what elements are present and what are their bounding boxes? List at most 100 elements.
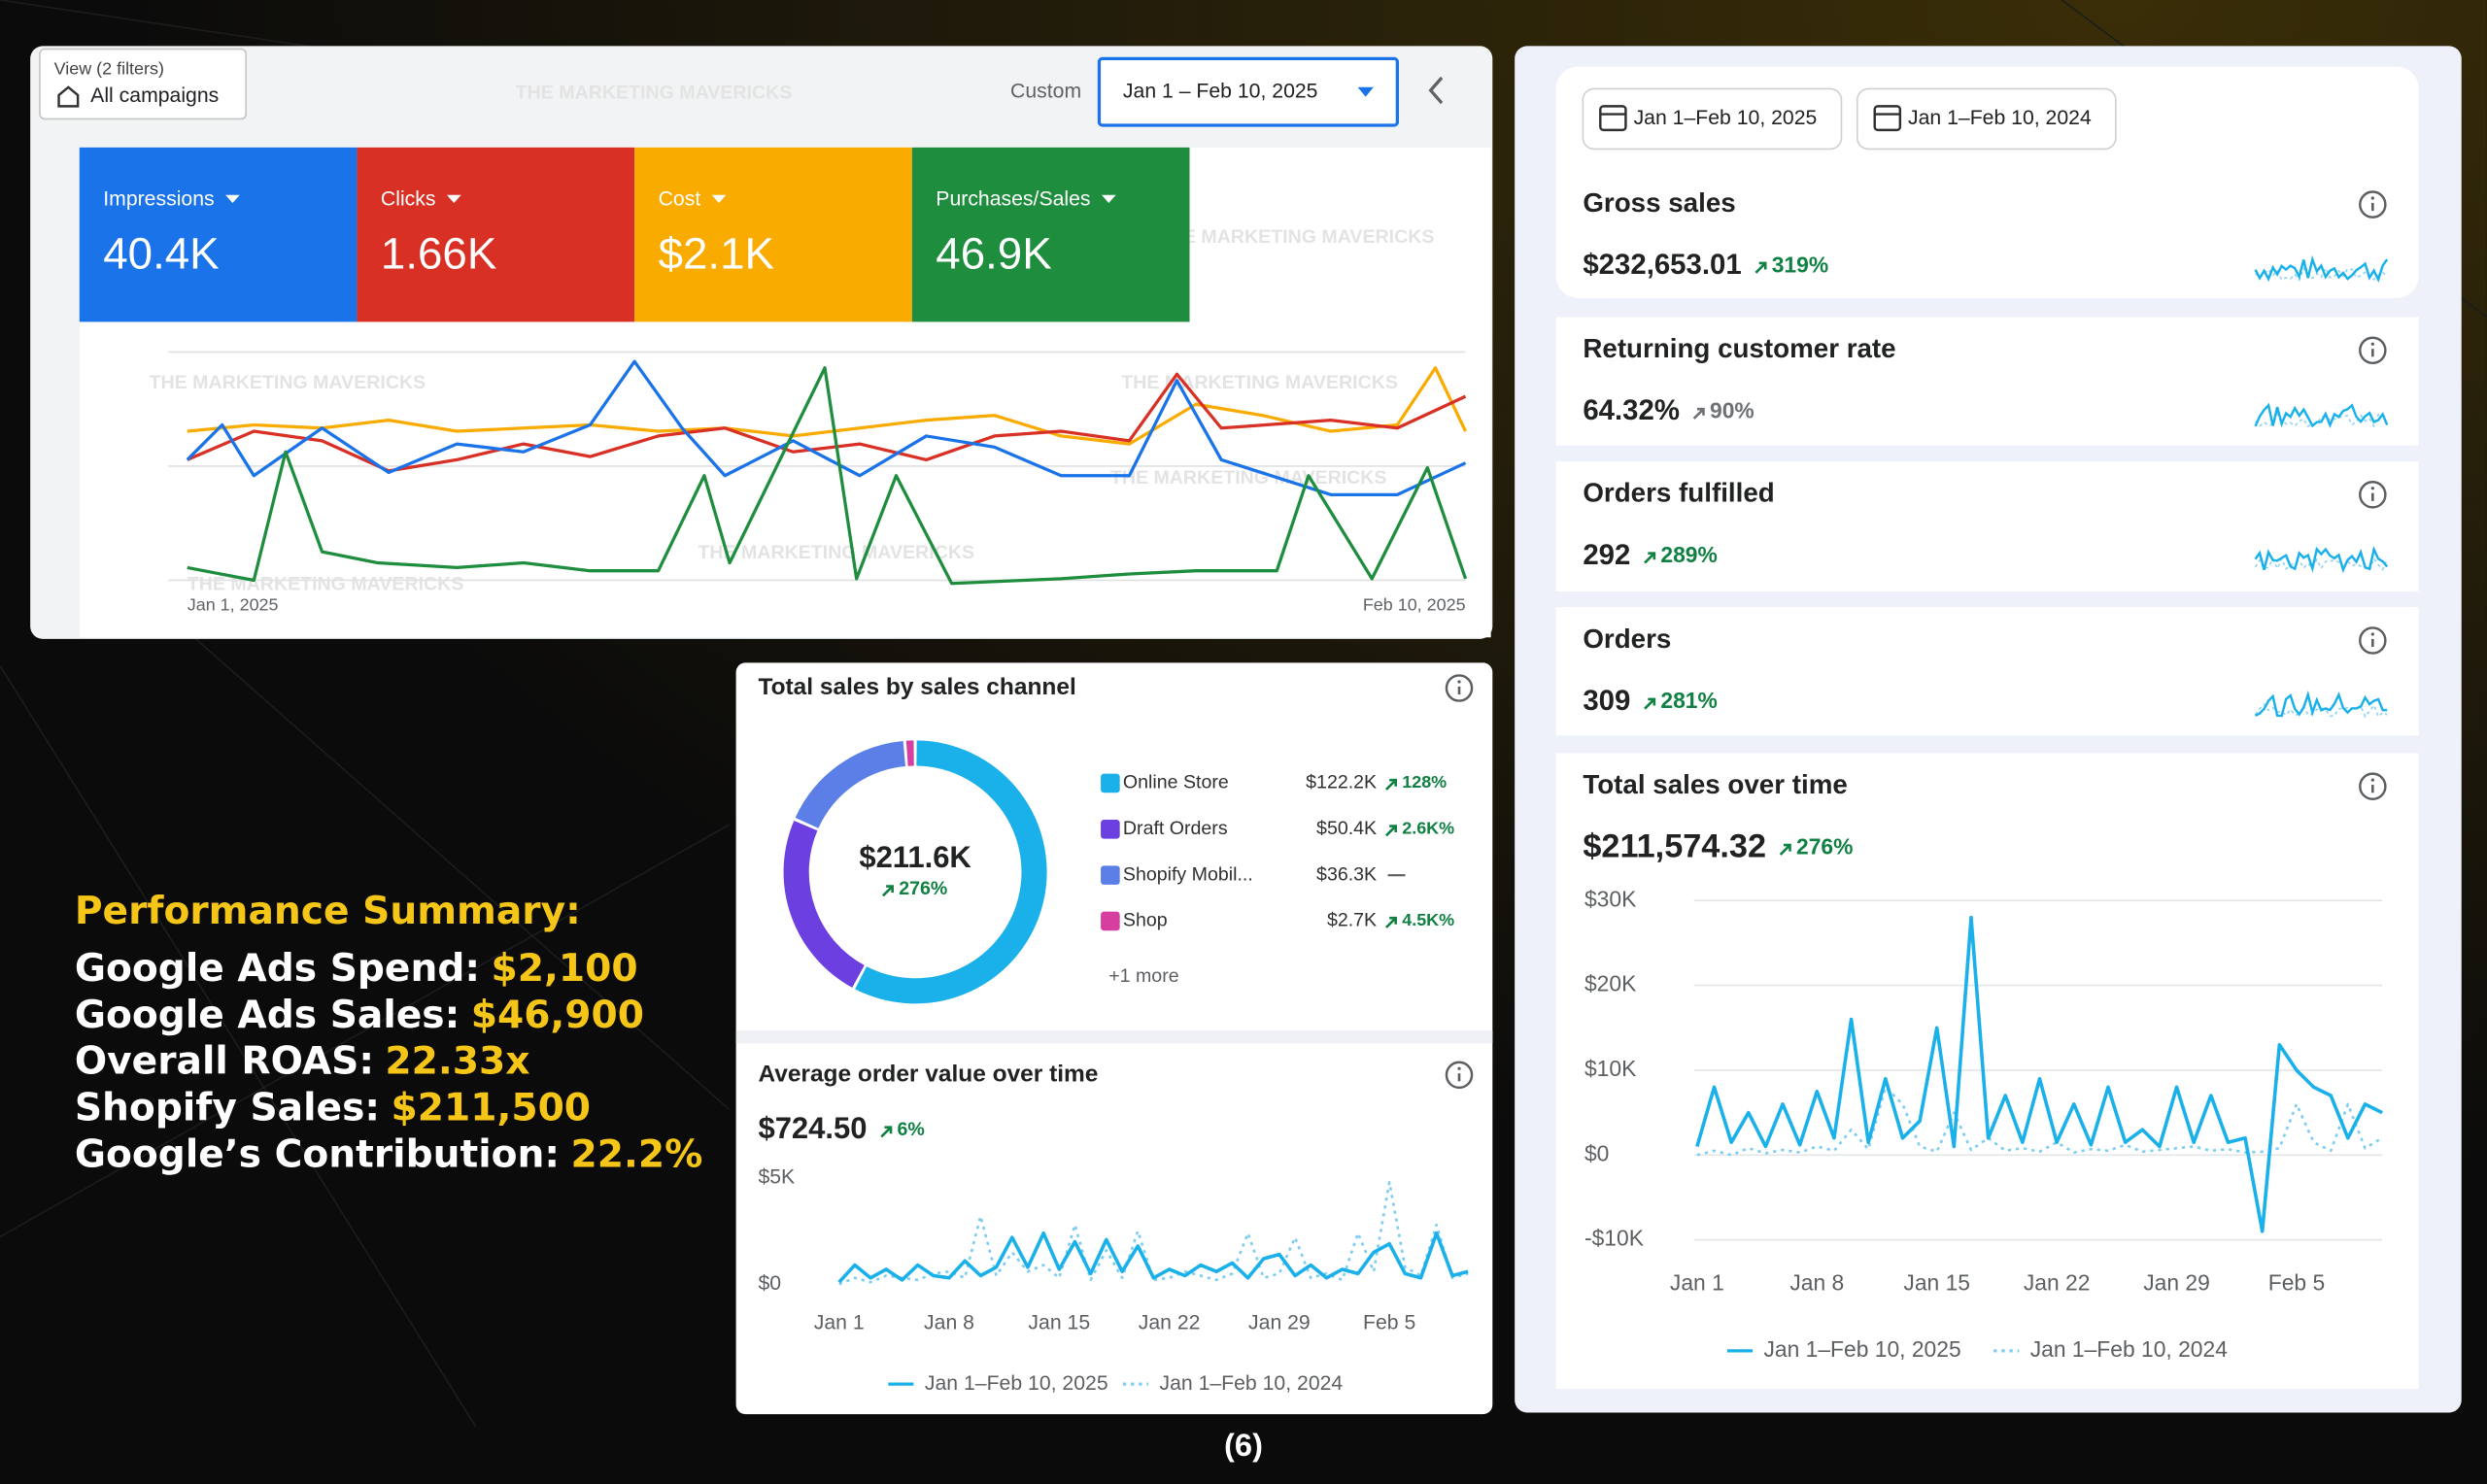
x-tick-label: Jan 29: [1248, 1312, 1311, 1334]
trend-arrow: [881, 885, 894, 897]
more-label: +1 more: [1108, 965, 1178, 987]
x-tick-label: Feb 5: [2268, 1269, 2325, 1295]
x-tick-label: Jan 22: [2024, 1269, 2091, 1295]
total-sales-chart: Total sales over time $211,574.32 276% -$10…: [1583, 769, 2387, 1362]
dropdown-arrow: [1101, 194, 1116, 203]
back-button[interactable]: [1428, 76, 1444, 105]
summary-value: $2,100: [491, 947, 637, 991]
trend-arrow: [1644, 552, 1656, 564]
sparkline: [2254, 690, 2388, 718]
x-start-label: Jan 1, 2025: [187, 594, 279, 614]
info-icon: [2359, 626, 2387, 655]
metric-card: [357, 147, 635, 322]
legend-label: Jan 1–Feb 10, 2025: [925, 1372, 1108, 1395]
background-lines: [0, 0, 2487, 1428]
change: 276%: [1796, 833, 1853, 859]
watermark: THE MARKETING MAVERICKS: [516, 82, 793, 103]
info-icon: [2359, 190, 2387, 219]
watermark: THE MARKETING MAVERICKS: [150, 372, 426, 393]
kpi-title: Gross sales: [1583, 187, 1735, 218]
kpi-value: $232,653.01: [1583, 249, 1741, 281]
custom-label: Custom: [1010, 80, 1081, 102]
trend-arrow: [1692, 407, 1705, 420]
summary-item: Overall ROAS: 22.33x: [75, 1039, 530, 1083]
y-tick-label: -$10K: [1584, 1226, 1644, 1251]
value-label: $36.3K: [1316, 863, 1377, 885]
metric-name: Cost: [659, 187, 701, 210]
legend-swatch: [1101, 865, 1120, 885]
x-tick-label: Jan 15: [1028, 1312, 1090, 1334]
legend-label: Draft Orders: [1123, 818, 1228, 839]
y-tick-label: $0: [758, 1272, 781, 1295]
legend-swatch: [1101, 911, 1120, 931]
change: 281%: [1660, 688, 1717, 713]
ads-grid: [168, 351, 1466, 582]
date-range-picker[interactable]: [1097, 56, 1399, 127]
headline-value: $724.50: [758, 1111, 867, 1145]
change: 90%: [1710, 397, 1755, 422]
dropdown-arrow: [225, 194, 240, 203]
legend-label: Online Store: [1123, 772, 1229, 793]
card: [1555, 461, 2419, 591]
info-icon: [1457, 680, 1461, 684]
y-tick-label: $20K: [1584, 971, 1636, 996]
separator: [735, 1030, 1493, 1044]
date-chip[interactable]: [1582, 87, 1843, 151]
change: 4.5K%: [1402, 910, 1454, 929]
dropdown-arrow: [1357, 86, 1374, 97]
info-icon: [1445, 674, 1474, 702]
date-chip[interactable]: [1856, 87, 2117, 151]
date-chip-label: Jan 1–Feb 10, 2025: [1634, 107, 1818, 129]
donut-chart: Total sales by sales channel Online Store…: [758, 674, 1474, 1004]
x-tick-label: Jan 8: [1789, 1269, 1844, 1295]
chart-title: Total sales over time: [1583, 769, 1847, 799]
legend-label: Jan 1–Feb 10, 2025: [1763, 1336, 1960, 1362]
change: 2.6K%: [1402, 819, 1454, 838]
change: 276%: [899, 878, 947, 899]
dropdown-arrow: [711, 194, 727, 203]
metric-card: [79, 147, 358, 322]
view-selector[interactable]: [39, 48, 247, 120]
dropdown-arrow: [446, 194, 461, 203]
metric-value: $2.1K: [659, 229, 774, 279]
card: [1555, 317, 2419, 446]
donut-segment: [855, 740, 1047, 1004]
x-tick-label: Jan 1: [1670, 1269, 1724, 1295]
sparkline-previous: [2254, 412, 2388, 428]
kpi-value: 292: [1583, 539, 1630, 571]
trend-arrow: [1644, 697, 1656, 710]
legend-label: Jan 1–Feb 10, 2024: [2030, 1336, 2229, 1362]
summary-item: Google Ads Sales: $46,900: [75, 993, 644, 1036]
legend-label: Shopify Mobil...: [1123, 863, 1253, 885]
trend-arrow: [1384, 825, 1398, 837]
info-icon: [2370, 342, 2374, 346]
donut-segment: [795, 740, 906, 829]
info-icon: [2359, 336, 2387, 365]
trend-arrow: [1779, 843, 1791, 856]
info-icon: [2370, 632, 2374, 636]
info-icon: [1457, 1066, 1461, 1070]
change: 289%: [1660, 542, 1717, 567]
headline-value: $211,574.32: [1583, 827, 1766, 864]
info-icon: [1445, 1061, 1474, 1090]
legend-label: Shop: [1123, 910, 1168, 931]
sparkline: [2254, 546, 2389, 574]
x-tick-label: Jan 22: [1139, 1312, 1201, 1334]
y-tick-label: $0: [1584, 1140, 1609, 1165]
y-tick-label: $5K: [758, 1166, 795, 1189]
date-chip-label: Jan 1–Feb 10, 2024: [1908, 107, 2092, 129]
summary-item: Google’s Contribution: 22.2%: [75, 1132, 702, 1176]
summary-title: Performance Summary:: [75, 890, 581, 933]
summary-value: $46,900: [471, 993, 644, 1036]
view-value: All campaigns: [90, 84, 219, 107]
chart-title: Total sales by sales channel: [758, 674, 1075, 700]
kpi-title: Orders: [1583, 624, 1671, 654]
trend-arrow: [1384, 916, 1398, 928]
home-icon: [57, 85, 80, 108]
chart-title: Average order value over time: [758, 1061, 1098, 1087]
summary-value: 22.2%: [571, 1132, 703, 1176]
summary-label: Shopify Sales:: [75, 1086, 380, 1130]
kpi-title: Orders fulfilled: [1583, 478, 1774, 508]
x-tick-label: Jan 1: [814, 1312, 865, 1334]
